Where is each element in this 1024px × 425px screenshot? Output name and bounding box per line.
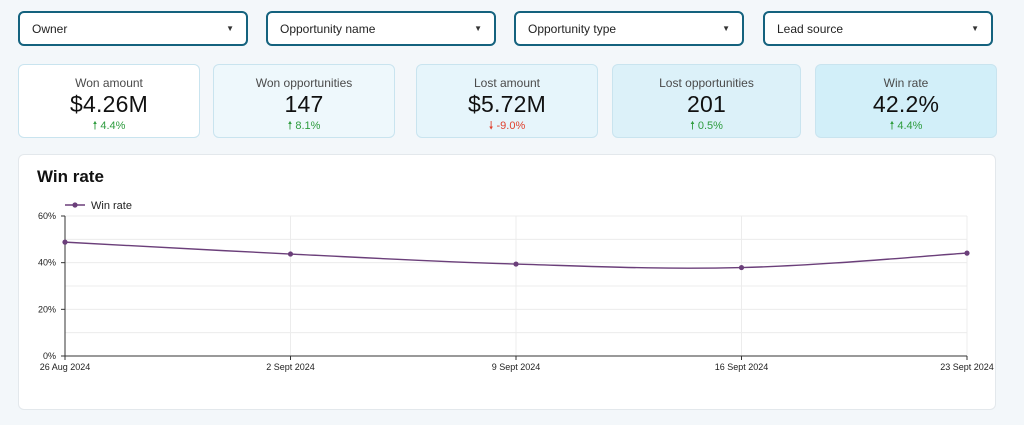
opportunity-name-filter[interactable]: Opportunity name ▼ <box>266 11 496 46</box>
kpi-delta: 🠕 8.1% <box>288 120 321 133</box>
kpi-label: Lost amount <box>473 76 541 90</box>
kpi-delta-value: 8.1% <box>295 120 321 132</box>
legend-marker <box>72 202 78 208</box>
kpi-value: 42.2% <box>872 91 940 117</box>
chevron-down-icon: ▼ <box>226 24 234 33</box>
kpi-delta: 🠕 0.5% <box>690 120 723 133</box>
lead-source-filter[interactable]: Lead source ▼ <box>763 11 993 46</box>
arrow-up-icon: 🠕 <box>889 120 898 132</box>
kpi-value: 201 <box>687 91 726 117</box>
owner-filter-label: Owner <box>32 21 68 36</box>
kpi-won-amount: Won amount $4.26M 🠕 4.4% <box>18 64 200 138</box>
owner-filter[interactable]: Owner ▼ <box>18 11 248 46</box>
kpi-lost-amount: Lost amount $5.72M 🠗 -9.0% <box>416 64 598 138</box>
kpi-lost-opportunities: Lost opportunities 201 🠕 0.5% <box>612 64 801 138</box>
kpi-delta: 🠕 4.4% <box>93 120 126 133</box>
x-tick-label: 9 Sept 2024 <box>492 362 541 372</box>
y-tick-label: 40% <box>38 258 56 268</box>
kpi-label: Won amount <box>75 76 143 90</box>
x-tick-label: 2 Sept 2024 <box>266 362 315 372</box>
win-rate-data-point <box>287 251 294 257</box>
filter-bar: Owner ▼ Opportunity name ▼ Opportunity t… <box>18 11 996 48</box>
kpi-value: $4.26M <box>70 91 148 117</box>
y-tick-label: 60% <box>38 211 56 221</box>
win-rate-data-point <box>964 250 970 256</box>
kpi-won-opportunities: Won opportunities 147 🠕 8.1% <box>213 64 395 138</box>
arrow-up-icon: 🠕 <box>92 120 101 132</box>
lead-source-filter-label: Lead source <box>777 21 844 36</box>
kpi-label: Lost opportunities <box>659 76 754 90</box>
kpi-value: 147 <box>284 91 324 117</box>
arrow-up-icon: 🠕 <box>287 120 296 132</box>
chevron-down-icon: ▼ <box>474 24 482 33</box>
kpi-label: Win rate <box>883 76 929 90</box>
kpi-delta-value: 4.4% <box>100 120 126 132</box>
kpi-delta-value: 4.4% <box>897 120 923 132</box>
kpi-delta: 🠕 4.4% <box>890 120 923 133</box>
opportunity-name-filter-label: Opportunity name <box>280 21 376 36</box>
win-rate-data-point <box>738 264 745 271</box>
win-rate-chart: 0% 20% 40% 60% 26 Aug 2024 2 Sept 2024 9 Sept … <box>38 200 994 372</box>
kpi-delta-value: -9.0% <box>496 120 526 132</box>
kpi-delta: 🠗 -9.0% <box>489 120 526 133</box>
kpi-delta-value: 0.5% <box>697 120 723 132</box>
y-tick-label: 20% <box>38 304 56 314</box>
opportunity-type-filter[interactable]: Opportunity type ▼ <box>514 11 744 46</box>
arrow-down-icon: 🠗 <box>488 120 497 132</box>
y-tick-label: 0% <box>43 351 56 361</box>
opportunity-type-filter-label: Opportunity type <box>528 21 617 36</box>
kpi-label: Won opportunities <box>255 76 353 90</box>
chart-title: Win rate <box>37 167 104 186</box>
chevron-down-icon: ▼ <box>971 24 979 33</box>
win-rate-chart-card: Win rate 0% 20% 40% 60% 26 Aug 2024 2 Sept 20… <box>18 154 996 410</box>
chevron-down-icon: ▼ <box>722 24 730 33</box>
kpi-value: $5.72M <box>468 91 546 117</box>
x-tick-label: 23 Sept 2024 <box>940 362 994 372</box>
kpi-win-rate: Win rate 42.2% 🠕 4.4% <box>815 64 997 138</box>
legend-label: Win rate <box>91 200 132 212</box>
x-tick-label: 26 Aug 2024 <box>40 362 91 372</box>
arrow-up-icon: 🠕 <box>690 120 698 132</box>
x-tick-label: 16 Sept 2024 <box>715 362 769 372</box>
win-rate-data-point <box>513 261 519 267</box>
win-rate-data-point <box>62 239 68 245</box>
